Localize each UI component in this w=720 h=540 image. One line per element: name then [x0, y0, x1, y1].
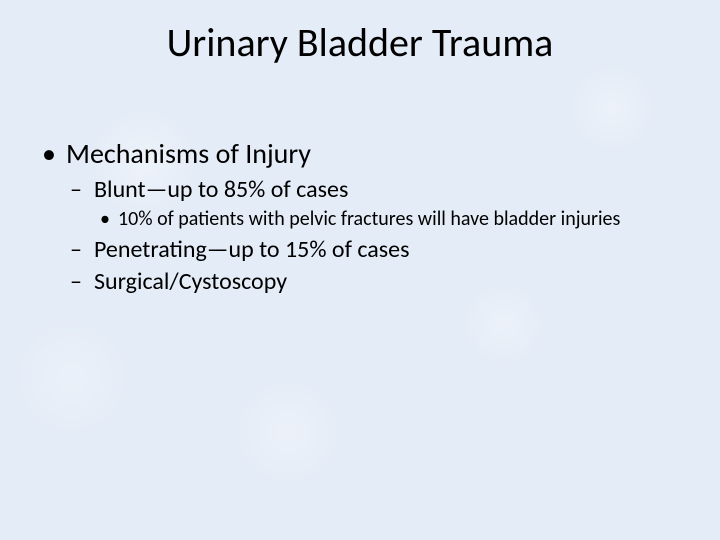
slide-container: Urinary Bladder Trauma Mechanisms of Inj… — [0, 0, 720, 540]
slide-title: Urinary Bladder Trauma — [0, 18, 720, 67]
list-item: Surgical/Cystoscopy — [66, 267, 684, 297]
list-item: Blunt—up to 85% of cases 10% of patients… — [66, 175, 684, 231]
bullet-text: Mechanisms of Injury — [66, 136, 311, 171]
bullet-text: Penetrating—up to 15% of cases — [94, 235, 409, 264]
list-item: Mechanisms of Injury Blunt—up to 85% of … — [36, 136, 684, 297]
bullet-text: Blunt—up to 85% of cases — [94, 175, 348, 204]
list-item: 10% of patients with pelvic fractures wi… — [94, 207, 684, 231]
bullet-list-lvl3: 10% of patients with pelvic fractures wi… — [94, 207, 684, 231]
list-item: Penetrating—up to 15% of cases — [66, 235, 684, 265]
bullet-text: Surgical/Cystoscopy — [94, 267, 287, 296]
slide-content: Mechanisms of Injury Blunt—up to 85% of … — [36, 136, 684, 303]
bullet-text: 10% of patients with pelvic fractures wi… — [118, 207, 620, 231]
bullet-list-lvl2: Blunt—up to 85% of cases 10% of patients… — [66, 175, 684, 297]
bullet-list-lvl1: Mechanisms of Injury Blunt—up to 85% of … — [36, 136, 684, 297]
